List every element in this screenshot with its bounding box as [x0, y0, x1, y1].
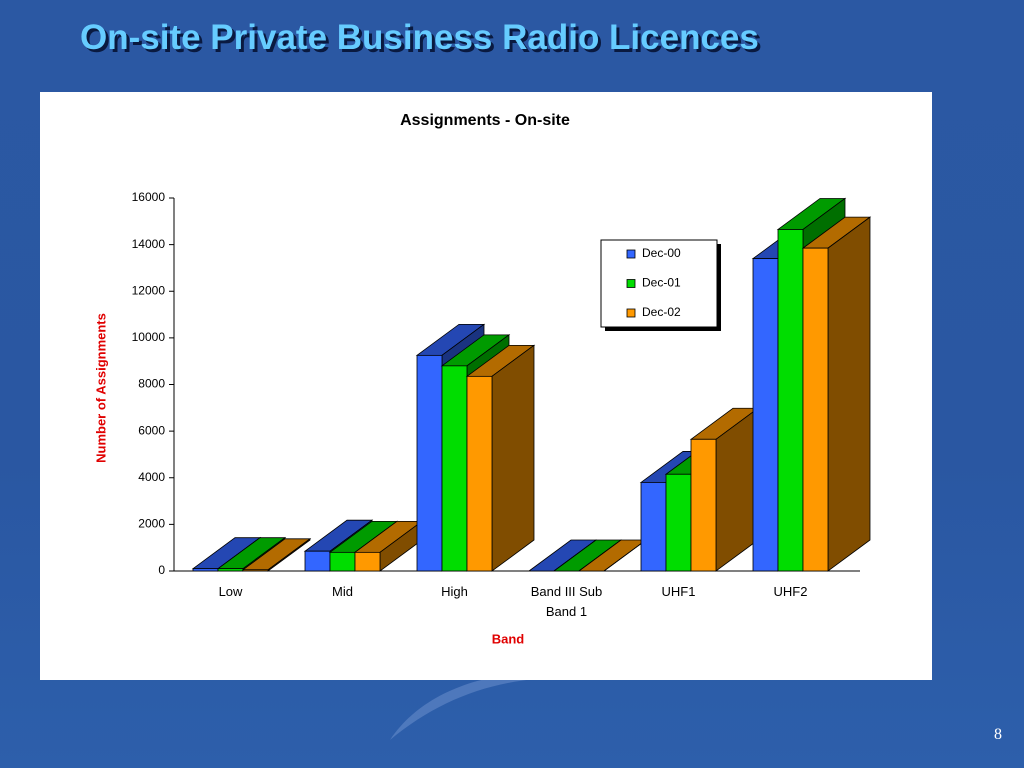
bar [801, 216, 872, 572]
y-tick-label: 2000 [138, 517, 165, 531]
x-tick-label: UHF2 [773, 584, 808, 599]
bar-front [329, 551, 356, 572]
bar-front [802, 247, 829, 572]
bar-front [304, 550, 331, 572]
bar-front [466, 375, 493, 572]
bar-front [640, 482, 667, 572]
page-number: 8 [994, 726, 1002, 743]
legend-swatch [626, 308, 636, 318]
swoosh [390, 672, 610, 740]
legend-label: Dec-02 [642, 305, 681, 319]
x-axis-label: Band [492, 631, 525, 646]
bar [353, 520, 424, 572]
legend-label: Dec-00 [642, 246, 681, 260]
legend-label: Dec-01 [642, 276, 681, 290]
bar-front [416, 354, 443, 572]
bar-front [777, 229, 804, 572]
bar-front [665, 473, 692, 572]
slide-title: On-site Private Business Radio Licences [80, 18, 759, 57]
bar [465, 344, 536, 572]
bar-front [354, 551, 381, 572]
x-tick-label: Mid [332, 584, 353, 599]
x-tick-label: UHF1 [661, 584, 696, 599]
x-tick-label: Band III Sub Band 1 [530, 584, 603, 619]
bar-front [192, 568, 219, 572]
x-tick-label: High [441, 584, 468, 599]
bar-front [690, 438, 717, 572]
y-tick-label: 6000 [138, 423, 165, 437]
legend-swatch [626, 249, 636, 259]
bar-front [217, 568, 244, 572]
y-tick-label: 12000 [132, 283, 166, 297]
y-tick-label: 8000 [138, 377, 165, 391]
y-axis-label: Number of Assignments [93, 313, 108, 463]
y-tick-label: 0 [158, 563, 165, 577]
bar-front [752, 258, 779, 572]
legend-box [600, 239, 718, 328]
bar-front [242, 569, 269, 572]
y-tick-label: 16000 [132, 190, 166, 204]
bar-front [441, 365, 468, 572]
y-tick-label: 10000 [132, 330, 166, 344]
bar-side [491, 344, 535, 572]
x-tick-label: Low [218, 584, 243, 599]
bar-side [827, 216, 871, 572]
y-tick-label: 4000 [138, 470, 165, 484]
bar [241, 538, 312, 572]
legend-swatch [626, 279, 636, 288]
bar [689, 407, 760, 572]
chart-title: Assignments - On-site [400, 112, 570, 129]
y-tick-label: 14000 [132, 237, 166, 251]
